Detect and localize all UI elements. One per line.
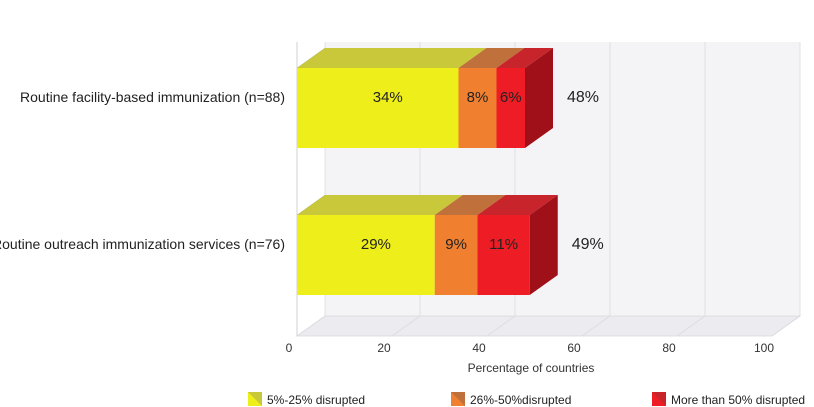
data-label: 29% <box>361 236 391 253</box>
total-label: 48% <box>567 89 599 106</box>
bar-segment-top <box>458 48 525 68</box>
data-label: 6% <box>500 89 522 106</box>
x-tick-label: 80 <box>662 341 676 355</box>
bar-segment-side <box>525 48 553 148</box>
x-gridline-floor <box>771 315 801 337</box>
total-label: 49% <box>572 236 604 253</box>
bar-segment-top <box>297 195 463 215</box>
bar-segment-top <box>477 195 558 215</box>
legend-swatch-shade <box>652 392 666 406</box>
bar-segment <box>434 215 478 295</box>
bar-segment-side <box>529 195 558 295</box>
x-gridline-floor <box>296 315 326 337</box>
bar-segment <box>496 68 525 148</box>
x-tick-label: 20 <box>377 341 391 355</box>
bar-segment-top <box>297 48 487 68</box>
data-label: 34% <box>373 89 403 106</box>
x-tick-label: 100 <box>754 341 774 355</box>
category-label: Routine outreach immunization services (… <box>0 236 285 252</box>
x-gridline-floor <box>676 315 706 337</box>
x-gridline-floor <box>486 315 516 337</box>
x-tick-label: 60 <box>567 341 581 355</box>
x-tick-label: 40 <box>472 341 486 355</box>
bar-segment-top <box>434 195 506 215</box>
x-axis-title: Percentage of countries <box>468 361 595 375</box>
bar-segment <box>458 68 497 148</box>
chart-bars <box>297 48 558 295</box>
x-gridline-floor <box>391 315 421 337</box>
data-label: 11% <box>489 236 518 253</box>
bar-segment <box>477 215 530 295</box>
legend-label: More than 50% disrupted <box>671 393 805 407</box>
legend-swatch-shade <box>451 392 465 406</box>
data-label: 8% <box>467 89 489 106</box>
bar-segment-top <box>496 48 553 68</box>
legend-label: 26%-50%disrupted <box>470 393 571 407</box>
legend-label: 5%-25% disrupted <box>267 393 365 407</box>
legend-swatch-shade <box>248 392 262 406</box>
bar-segment <box>297 215 435 295</box>
chart-legend: 5%-25% disrupted 26%-50%disrupted More tha… <box>248 392 805 407</box>
x-gridline-floor <box>581 315 611 337</box>
chart-floor <box>295 315 802 337</box>
category-label: Routine facility-based immunization (n=8… <box>20 89 285 105</box>
x-tick-label: 0 <box>286 341 293 355</box>
bar-segment <box>297 68 459 148</box>
chart-labels: 0 20 40 60 80 100 34% 8% 6% 48% Routine facility-b… <box>0 89 774 355</box>
data-label: 9% <box>445 236 467 253</box>
